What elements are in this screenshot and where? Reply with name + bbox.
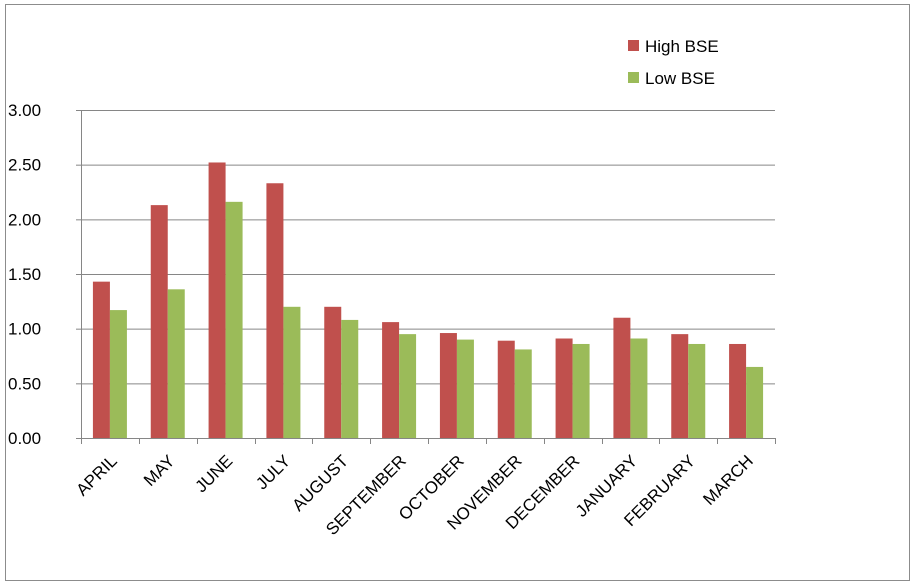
x-tick-label: JUNE	[192, 451, 237, 496]
bar-high-bse-august	[324, 306, 342, 438]
bar-low-bse-august	[341, 319, 359, 438]
x-tick-label: MARCH	[699, 451, 757, 509]
bar-low-bse-september	[399, 334, 417, 438]
bar-low-bse-june	[225, 201, 243, 438]
bar-high-bse-june	[208, 162, 226, 439]
y-tick-label: 0.50	[8, 374, 41, 393]
y-tick-label: 2.00	[8, 210, 41, 229]
y-tick-label: 3.00	[8, 101, 41, 120]
x-tick-label: APRIL	[73, 451, 121, 499]
bar-high-bse-october	[439, 333, 457, 438]
bar-high-bse-february	[671, 334, 689, 438]
bar-high-bse-april	[92, 281, 110, 438]
bar-low-bse-november	[514, 349, 532, 438]
x-axis-ticks: APRIL MAY JUNE JULYAUGUSTSEPTEMBEROCTOBERNO…	[73, 451, 757, 539]
bar-high-bse-may	[150, 205, 168, 438]
bars	[92, 162, 764, 439]
x-tick-label: JULY	[252, 451, 294, 493]
bar-high-bse-july	[266, 183, 284, 438]
legend: High BSE Low BSE	[628, 37, 719, 88]
bar-high-bse-november	[497, 340, 515, 438]
legend-label: Low BSE	[645, 69, 715, 88]
legend-swatch	[628, 40, 639, 51]
bar-low-bse-may	[167, 289, 185, 438]
y-axis-ticks: 0.00 0.50 1.00 1.50 2.00 2.50 3.00	[8, 101, 41, 448]
x-tick-label: MAY	[140, 451, 179, 490]
bar-low-bse-april	[109, 310, 127, 438]
legend-swatch	[628, 72, 639, 83]
legend-label: High BSE	[645, 37, 719, 56]
bar-low-bse-march	[746, 366, 764, 438]
y-tick-label: 1.50	[8, 265, 41, 284]
y-tick-label: 2.50	[8, 156, 41, 175]
bar-high-bse-september	[382, 322, 400, 438]
bar-low-bse-december	[572, 343, 590, 438]
bar-high-bse-january	[613, 317, 631, 438]
bar-low-bse-july	[283, 306, 301, 438]
y-tick-label: 0.00	[8, 429, 41, 448]
gridlines	[81, 110, 775, 385]
bar-high-bse-december	[555, 338, 573, 438]
bar-high-bse-march	[729, 343, 747, 438]
bar-low-bse-october	[456, 339, 474, 438]
y-tick-label: 1.00	[8, 320, 41, 339]
axes	[76, 110, 776, 444]
bar-low-bse-february	[688, 343, 706, 438]
bar-low-bse-january	[630, 338, 648, 438]
